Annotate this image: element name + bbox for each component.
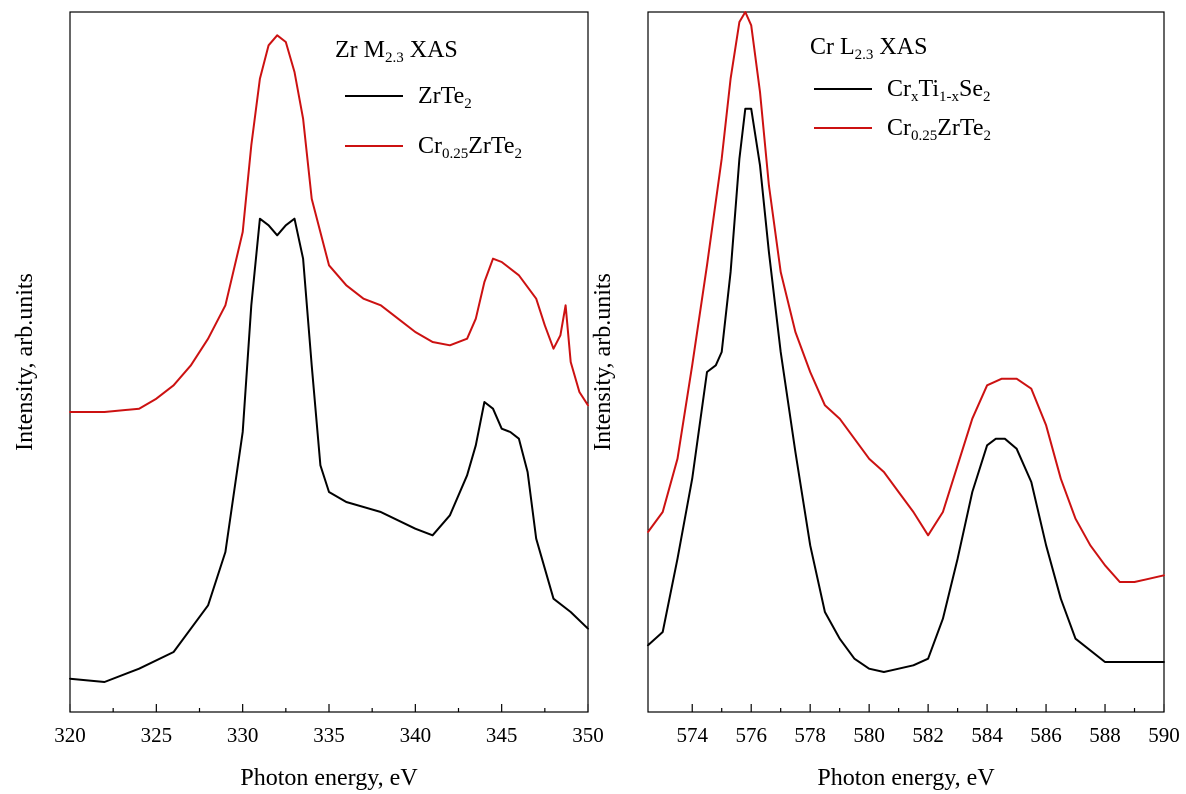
series-line-zrte2 xyxy=(69,217,589,683)
x-tick-label: 582 xyxy=(912,723,944,747)
x-tick-label: 580 xyxy=(853,723,885,747)
x-tick-label: 584 xyxy=(971,723,1003,747)
x-tick-label: 345 xyxy=(486,723,518,747)
series-line-crxti1-xse2 xyxy=(647,107,1165,673)
x-tick-label: 325 xyxy=(141,723,173,747)
x-axis-label: Photon energy, eV xyxy=(817,765,995,791)
series-line-cr0-25zrte2 xyxy=(647,11,1165,583)
legend-label: Cr0.25ZrTe2 xyxy=(418,133,522,162)
legend-label: Cr0.25ZrTe2 xyxy=(887,115,991,144)
x-tick-label: 576 xyxy=(735,723,767,747)
x-axis-label: Photon energy, eV xyxy=(240,765,418,791)
x-tick-label: 590 xyxy=(1148,723,1180,747)
x-tick-label: 335 xyxy=(313,723,345,747)
x-tick-label: 574 xyxy=(676,723,708,747)
plot-frame xyxy=(69,11,589,713)
y-axis-label: Intensity, arb.units xyxy=(590,273,616,451)
legend-label: ZrTe2 xyxy=(418,83,472,112)
x-tick-label: 586 xyxy=(1030,723,1062,747)
chart-title: Zr M2.3 XAS xyxy=(335,37,458,66)
cr-xas-chart: 574 576 578 580 582 584 586 588 590 Photon energy… xyxy=(590,11,1180,791)
x-tick-label: 340 xyxy=(400,723,432,747)
series-line-cr0-25zrte2 xyxy=(69,34,589,413)
zr-xas-chart: 320 325 330 335 340 345 350 Photon energy, eV In… xyxy=(12,11,604,791)
x-tick-label: 330 xyxy=(227,723,259,747)
x-tick-label: 588 xyxy=(1089,723,1121,747)
y-axis-label: Intensity, arb.units xyxy=(12,273,38,451)
x-tick-label: 350 xyxy=(572,723,604,747)
chart-title: Cr L2.3 XAS xyxy=(810,34,927,63)
x-tick-label: 578 xyxy=(794,723,826,747)
x-tick-label: 320 xyxy=(54,723,86,747)
plot-frame xyxy=(647,11,1165,713)
legend-label: CrxTi1-xSe2 xyxy=(887,76,990,105)
